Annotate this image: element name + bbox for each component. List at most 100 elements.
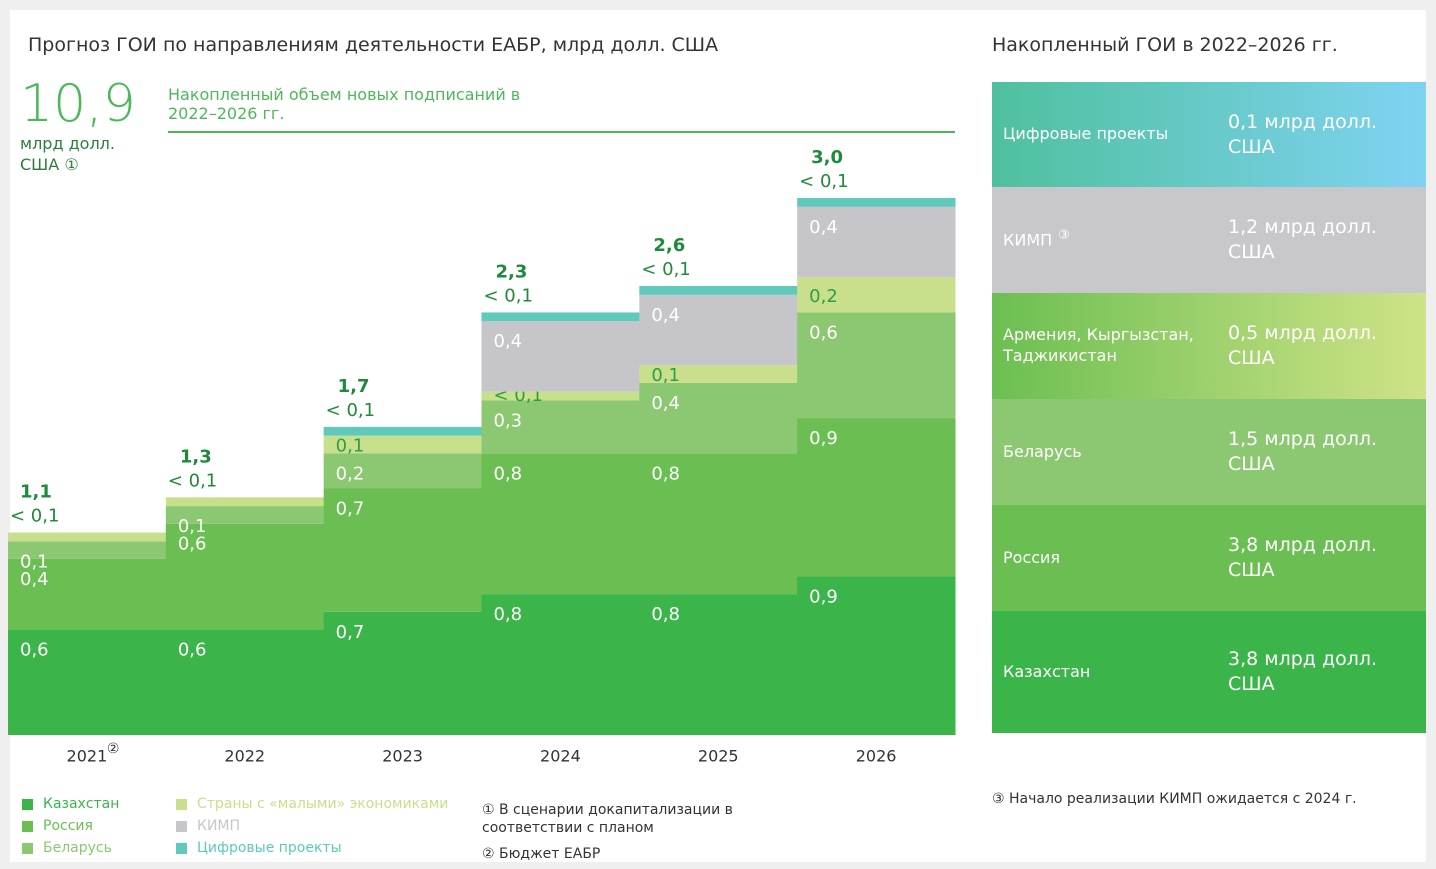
- row-value: 1,2 млрд долл. США: [1228, 216, 1378, 263]
- legend-swatch: [176, 842, 187, 854]
- value-label: 0,8: [651, 604, 680, 625]
- bar-segment: [797, 418, 956, 577]
- row-label: Россия: [992, 548, 1228, 569]
- value-label: 0,1: [336, 435, 365, 456]
- total-label: 1,1: [20, 482, 52, 503]
- label: Россия: [1003, 547, 1061, 567]
- panel-row: Россия 3,8 млрд долл. США: [992, 505, 1426, 611]
- value-label: 0,8: [494, 463, 523, 484]
- row-value: 0,1 млрд долл. США: [1228, 110, 1378, 158]
- x-tick-label: 2026: [856, 747, 897, 766]
- value-label: 0,1: [20, 551, 49, 572]
- label: Цифровые проекты: [1003, 124, 1169, 144]
- value-label: 0,2: [809, 286, 838, 307]
- bar-segment: [323, 426, 482, 436]
- legend-item: Беларусь: [22, 840, 112, 856]
- panel-row: КИМП ③ 1,2 млрд долл. США: [992, 187, 1426, 293]
- legend-swatch: [176, 798, 187, 810]
- rule: [168, 131, 955, 133]
- bar-segment: [639, 382, 798, 454]
- chart-title: Прогноз ГОИ по направлениям деятельности…: [28, 34, 719, 56]
- legend-swatch: [22, 842, 33, 854]
- value-label: < 0,1: [10, 506, 59, 527]
- bar-segment: [165, 506, 325, 524]
- row-label: Казахстан: [992, 662, 1228, 683]
- value-label: 0,1: [178, 516, 207, 537]
- big-value: 10,9: [20, 74, 136, 134]
- x-tick-label: 2024: [540, 747, 581, 766]
- bar-segment: [639, 453, 798, 595]
- value-label: < 0,1: [168, 470, 217, 491]
- bar-segment: [8, 629, 167, 735]
- value-label: 0,4: [809, 217, 838, 238]
- value-label: 0,6: [178, 639, 207, 660]
- value-label: 0,4: [494, 331, 523, 352]
- big-caption: Накопленный объем новых подписаний в 202…: [168, 85, 521, 124]
- panel-title: Накопленный ГОИ в 2022–2026 гг.: [992, 34, 1338, 56]
- value-label: 0,9: [809, 428, 838, 449]
- legend-label: КИМП: [197, 818, 241, 834]
- legend-label: Цифровые проекты: [197, 840, 342, 856]
- note: ①: [64, 154, 79, 174]
- x-tick-label: 2021: [67, 747, 108, 766]
- legend-label: Россия: [43, 818, 93, 834]
- footnote: ① В сценарии докапитализации в соответст…: [482, 802, 733, 836]
- value-label: 0,1: [651, 365, 680, 386]
- value-label: 0,3: [494, 410, 523, 431]
- x-tick-label: 2025: [698, 747, 739, 766]
- value-label: 0,6: [809, 322, 838, 343]
- legend-item: КИМП: [176, 818, 240, 834]
- bar-segment: [639, 286, 798, 295]
- bar-segment: [481, 312, 640, 322]
- legend-label: Казахстан: [43, 796, 120, 812]
- value-label: < 0,1: [641, 259, 690, 280]
- legend-item: Цифровые проекты: [176, 840, 342, 856]
- big-unit: млрд долл. США ①: [20, 134, 150, 176]
- value-label: 0,9: [809, 587, 838, 608]
- value-label: 0,4: [651, 305, 680, 326]
- value-label: 0,6: [20, 639, 49, 660]
- value-label: < 0,1: [484, 285, 533, 306]
- bar-segment: [797, 277, 956, 313]
- value-label: 0,6: [178, 534, 207, 555]
- panel-row: Цифровые проекты 0,1 млрд долл. США: [992, 82, 1426, 187]
- bar-segment: [639, 294, 798, 366]
- label: КИМП: [1003, 230, 1053, 250]
- bar-segment: [323, 611, 482, 735]
- value-label: 0,8: [494, 604, 523, 625]
- panel-row: Беларусь 1,5 млрд долл. США: [992, 399, 1426, 505]
- bar-segment: [481, 391, 640, 401]
- row-label: Армения, Кыргызстан, Таджикистан: [992, 325, 1228, 367]
- legend-label: Страны с «малыми» экономиками: [197, 796, 449, 812]
- row-value: 3,8 млрд долл. США: [1228, 648, 1378, 695]
- bar-segment: [323, 488, 482, 612]
- value-label: 0,4: [20, 569, 49, 590]
- legend-swatch: [176, 820, 187, 832]
- value-label: < 0,1: [326, 400, 375, 421]
- bar-segment: [165, 497, 325, 507]
- bar-segment: [639, 365, 798, 383]
- row-label: Беларусь: [992, 442, 1228, 463]
- panel-row: Армения, Кыргызстан, Таджикистан 0,5 млрд…: [992, 293, 1426, 399]
- bar-segment: [797, 312, 956, 419]
- label: Казахстан: [1003, 661, 1091, 681]
- value-label: 0,7: [336, 622, 365, 643]
- legend-item: Россия: [22, 818, 93, 834]
- category-note: ②: [107, 741, 120, 757]
- value-label: 0,7: [336, 499, 365, 520]
- total-label: 2,3: [496, 261, 528, 282]
- bar-segment: [797, 206, 956, 278]
- legend-item: Казахстан: [22, 796, 119, 812]
- footnote: ② Бюджет ЕАБР: [482, 846, 601, 862]
- x-tick-label: 2023: [382, 747, 423, 766]
- row-label: Цифровые проекты: [992, 124, 1228, 145]
- bar-segment: [797, 198, 956, 207]
- bar-segment: [8, 532, 167, 542]
- row-label: КИМП ③: [992, 228, 1228, 251]
- value-label: 0,2: [336, 463, 365, 484]
- total-label: 1,3: [180, 446, 212, 467]
- legend-swatch: [22, 798, 33, 810]
- value-label: < 0,1: [799, 171, 848, 192]
- label: Армения, Кыргызстан, Таджикистан: [1003, 325, 1194, 365]
